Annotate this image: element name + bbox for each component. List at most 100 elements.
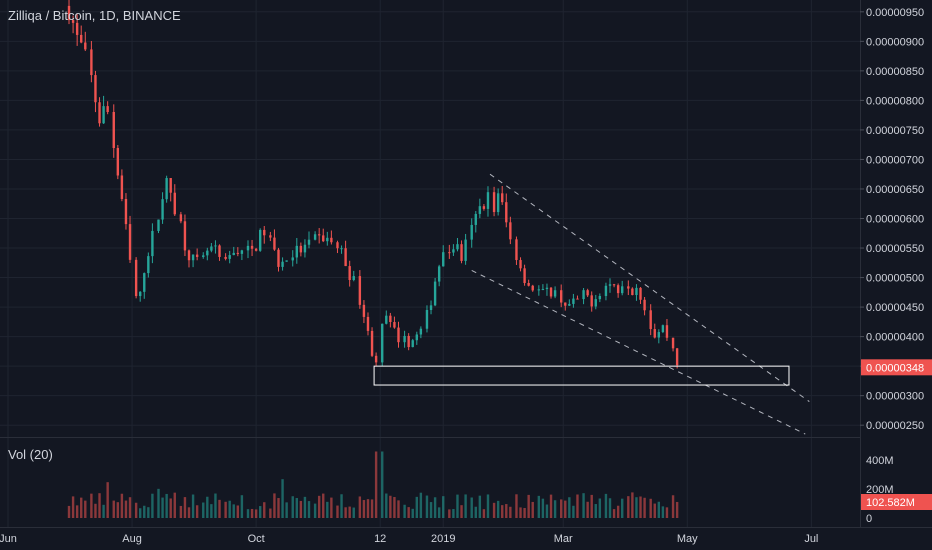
candle-body	[232, 252, 235, 256]
volume-indicator-label[interactable]: Vol (20)	[8, 447, 53, 462]
candle-body	[322, 235, 325, 242]
volume-bar	[258, 506, 262, 518]
volume-bar	[411, 508, 414, 518]
volume-bar	[448, 509, 451, 518]
candle-body	[165, 178, 168, 200]
candle-body	[183, 221, 187, 251]
candle-body	[348, 266, 351, 281]
candle-body	[366, 316, 370, 331]
volume-bar	[537, 495, 541, 518]
candle-body	[254, 248, 258, 251]
candle-body	[374, 355, 378, 363]
volume-bar	[523, 508, 526, 518]
candle-body	[527, 282, 530, 286]
candle-body	[326, 237, 329, 242]
candle-body	[407, 335, 410, 348]
volume-bar	[232, 504, 235, 518]
volume-bar	[179, 505, 183, 518]
volume-bar	[254, 509, 258, 518]
support-zone-rectangle	[373, 365, 790, 386]
volume-bar	[612, 509, 616, 518]
candle-body	[671, 337, 675, 349]
volume-bar	[195, 505, 199, 518]
candle-body	[106, 106, 109, 112]
volume-bar	[470, 497, 473, 518]
volume-bar	[116, 502, 120, 518]
price-tick-label: 0.00000250	[866, 420, 924, 432]
volume-tick-label: 0	[866, 513, 872, 525]
volume-bar	[527, 494, 530, 518]
volume-bar	[437, 507, 441, 518]
volume-bar	[501, 505, 504, 518]
volume-bar	[665, 507, 669, 518]
price-tick-label: 0.00000800	[866, 95, 924, 107]
volume-bar	[102, 504, 105, 518]
candle-body	[411, 340, 414, 348]
candle-body	[415, 334, 418, 341]
volume-bar	[273, 493, 276, 518]
candle-body	[553, 290, 557, 297]
candle-body	[358, 276, 362, 305]
volume-bar	[303, 496, 307, 518]
price-axis[interactable]: 0.00000950 0.00000900 0.00000850 0.00000800…	[860, 7, 932, 432]
candle-body	[572, 298, 575, 304]
price-candles	[67, 0, 679, 369]
drawings[interactable]	[373, 173, 810, 435]
candle-body	[486, 192, 490, 209]
volume-bar	[228, 500, 231, 518]
candle-body	[157, 219, 160, 231]
volume-bar	[224, 501, 227, 518]
volume-bar	[246, 509, 250, 518]
candle-body	[179, 214, 183, 222]
volume-bar	[572, 505, 575, 518]
candle-body	[492, 192, 496, 213]
candle-body	[627, 286, 630, 289]
candle-body	[143, 273, 146, 292]
candle-body	[429, 305, 433, 311]
volume-bar	[269, 508, 272, 518]
volume-bar	[206, 496, 209, 518]
time-tick-label: 2019	[431, 533, 455, 545]
candle-body	[246, 245, 250, 251]
price-tick-label: 0.00000600	[866, 214, 924, 226]
volume-axis[interactable]: 400M 200M 0 102.582M	[861, 455, 932, 525]
candle-body	[224, 256, 227, 259]
volume-bar	[352, 507, 355, 518]
volume-bar	[218, 499, 221, 518]
candle-body	[519, 260, 522, 269]
candle-body	[665, 325, 669, 338]
volume-bar	[433, 497, 437, 518]
volume-bar	[250, 508, 254, 518]
volume-bar	[187, 507, 191, 518]
candle-body	[277, 249, 280, 267]
volume-bar	[124, 500, 128, 518]
candle-body	[102, 106, 105, 124]
candle-body	[147, 256, 150, 274]
time-axis[interactable]: Jun Aug Oct 12 2019 Mar May Jul	[0, 533, 818, 545]
price-tick-label: 0.00000400	[866, 332, 924, 344]
candle-body	[295, 245, 299, 258]
candle-body	[464, 239, 467, 261]
candle-body	[281, 261, 284, 267]
volume-bar	[456, 494, 459, 518]
candle-body	[568, 303, 571, 306]
volume-bar	[478, 495, 482, 518]
price-tick-label: 0.00000500	[866, 273, 924, 285]
volume-bar	[621, 498, 624, 518]
volume-bar	[374, 451, 378, 518]
volume-bar	[474, 506, 477, 518]
candle-body	[661, 325, 665, 333]
candle-body	[478, 206, 482, 214]
volume-bar	[549, 494, 553, 518]
candle-body	[299, 245, 303, 253]
candle-body	[590, 295, 593, 307]
candle-body	[112, 112, 115, 149]
candle-body	[594, 299, 597, 307]
candle-body	[474, 213, 477, 225]
volume-bar	[210, 504, 213, 518]
candle-body	[381, 323, 384, 363]
candle-body	[120, 175, 124, 200]
volume-bar	[358, 496, 362, 518]
time-tick-label: Oct	[248, 533, 265, 545]
